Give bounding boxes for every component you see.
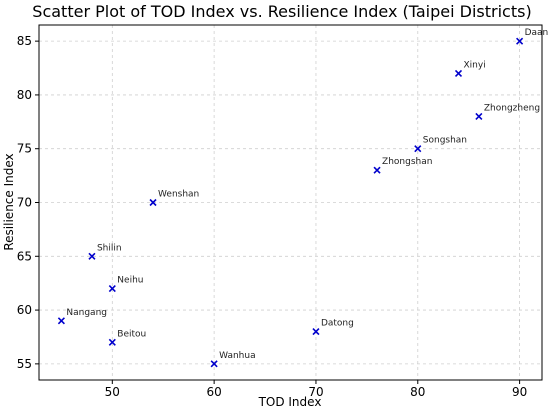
data-point-label: Wanhua	[219, 351, 255, 361]
data-point	[57, 317, 65, 325]
grid-lines	[39, 25, 542, 380]
data-point-label: Daan	[525, 28, 549, 38]
data-point	[414, 145, 422, 153]
data-point	[88, 252, 96, 260]
data-point-label: Zhongzheng	[484, 103, 540, 113]
x-tick-label: 80	[410, 385, 425, 399]
data-point-label: Songshan	[423, 136, 467, 146]
chart-title: Scatter Plot of TOD Index vs. Resilience…	[32, 2, 531, 21]
data-point	[475, 112, 483, 121]
x-axis-label: TOD Index	[258, 395, 322, 409]
y-axis-label: Resilience Index	[2, 153, 16, 250]
x-tick-label: 90	[512, 385, 527, 399]
data-point	[149, 198, 157, 207]
x-tick-label: 60	[206, 385, 221, 399]
x-axis-ticks: 50 60 70 80 90	[105, 380, 527, 399]
y-tick-label: 70	[17, 196, 32, 210]
data-point-label: Wenshan	[158, 190, 199, 200]
y-tick-label: 75	[17, 142, 32, 156]
data-point	[108, 284, 116, 293]
data-point-label: Neihu	[117, 276, 143, 286]
data-point	[312, 328, 320, 336]
x-tick-label: 50	[105, 385, 120, 399]
data-point-label: Xinyi	[464, 60, 486, 70]
data-points: Daan Xinyi Zhongzheng Songshan Zhongshan Wens…	[57, 28, 549, 368]
data-point	[373, 166, 381, 174]
x-tick-label: 70	[308, 385, 323, 399]
data-point-label: Beitou	[117, 329, 146, 339]
y-tick-label: 80	[17, 88, 32, 102]
y-tick-label: 60	[17, 303, 32, 317]
y-tick-label: 55	[17, 357, 32, 371]
data-point-label: Datong	[321, 319, 354, 329]
y-axis-ticks: 55 60 65 70 75 80 85	[17, 34, 39, 371]
y-tick-label: 65	[17, 249, 32, 263]
data-point	[108, 338, 116, 346]
y-tick-label: 85	[17, 34, 32, 48]
data-point-label: Nangang	[66, 308, 107, 318]
data-point-label: Zhongshan	[382, 157, 432, 167]
data-point	[516, 37, 524, 45]
data-point	[454, 69, 463, 77]
data-point-label: Shilin	[97, 243, 122, 253]
data-point	[210, 360, 218, 368]
